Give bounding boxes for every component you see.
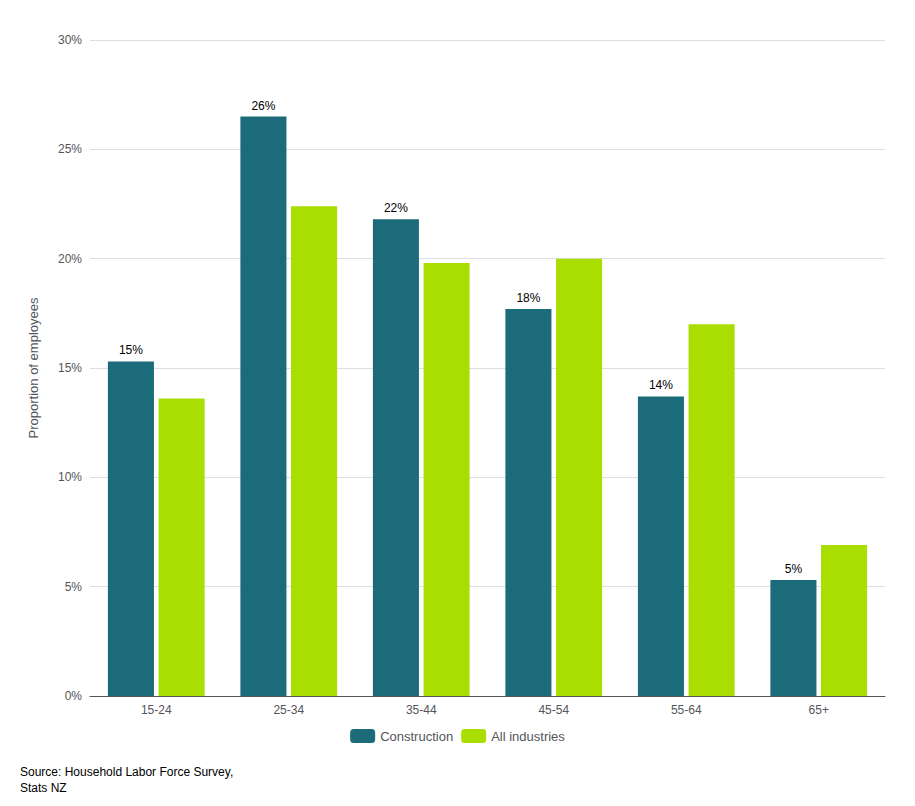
svg-text:35-44: 35-44 [406,703,437,717]
svg-text:25-34: 25-34 [273,703,304,717]
svg-text:All industries: All industries [491,729,565,744]
svg-text:30%: 30% [58,33,82,47]
svg-text:65+: 65+ [809,703,829,717]
svg-text:25%: 25% [58,142,82,156]
svg-text:Stats NZ: Stats NZ [20,781,67,795]
svg-text:5%: 5% [65,580,83,594]
svg-text:45-54: 45-54 [538,703,569,717]
svg-text:5%: 5% [785,562,803,576]
svg-text:18%: 18% [516,291,540,305]
svg-text:15%: 15% [119,343,143,357]
svg-text:15-24: 15-24 [141,703,172,717]
svg-text:0%: 0% [65,689,83,703]
svg-text:20%: 20% [58,252,82,266]
svg-text:Source: Household Labor Force: Source: Household Labor Force Survey, [20,765,233,779]
svg-text:26%: 26% [251,99,275,113]
svg-text:14%: 14% [649,378,673,392]
svg-text:15%: 15% [58,361,82,375]
svg-text:22%: 22% [384,201,408,215]
svg-text:55-64: 55-64 [671,703,702,717]
svg-text:Proportion of employees: Proportion of employees [26,297,41,438]
svg-text:10%: 10% [58,470,82,484]
svg-text:Construction: Construction [380,729,453,744]
